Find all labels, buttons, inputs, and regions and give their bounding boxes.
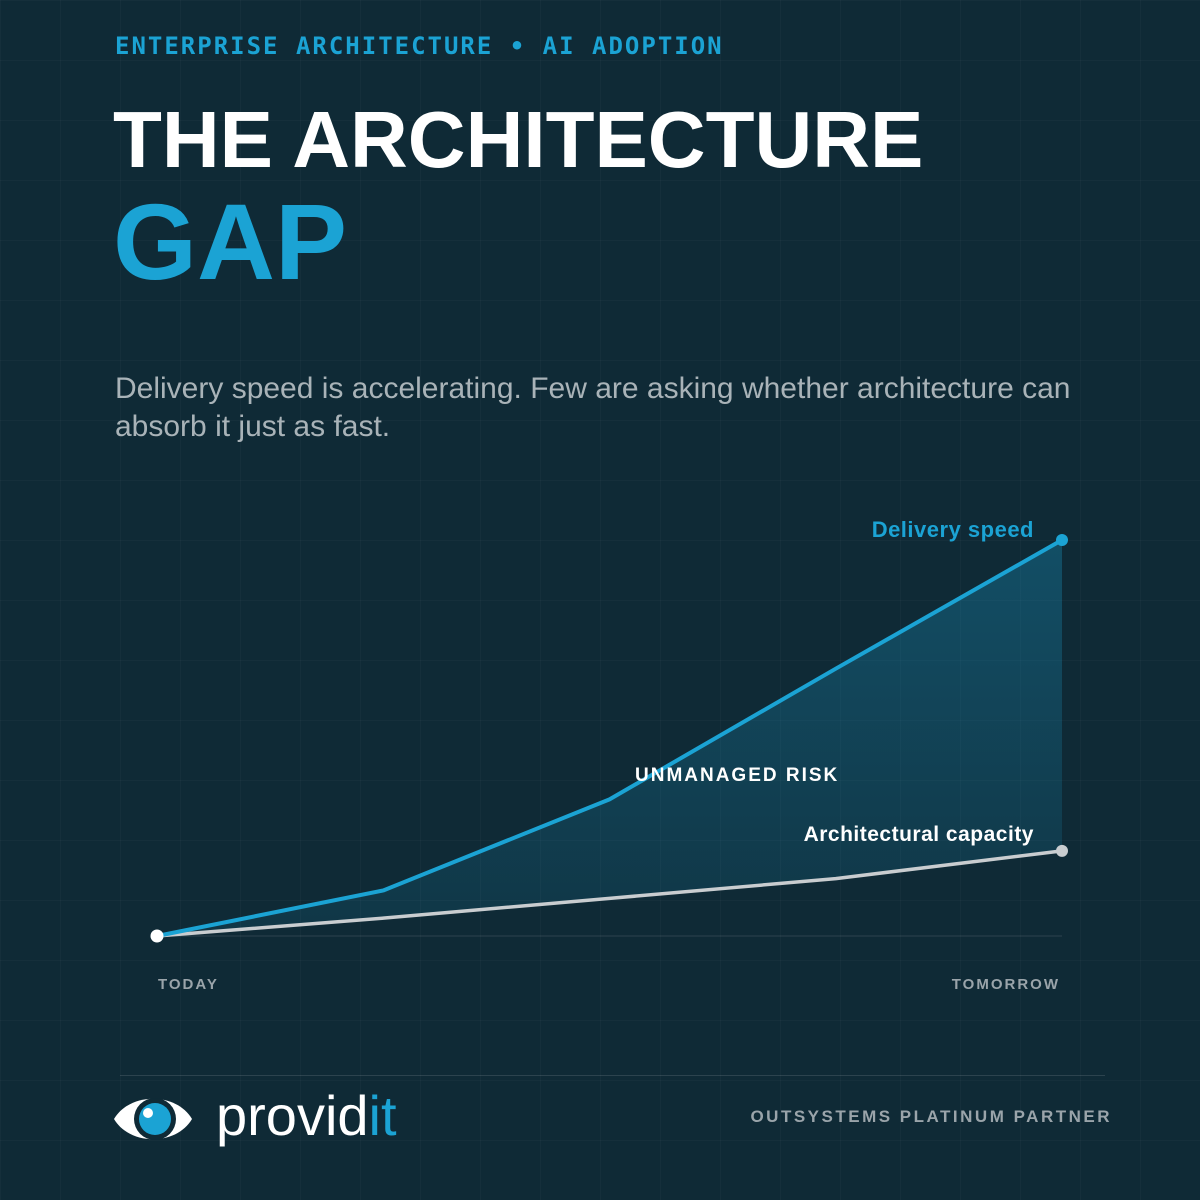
subtitle: Delivery speed is accelerating. Few are … <box>115 372 1071 443</box>
delivery-speed-end-point <box>1056 534 1068 546</box>
partner-badge: OUTSYSTEMS PLATINUM PARTNER <box>750 1107 1112 1126</box>
series-label-architectural-capacity: Architectural capacity <box>804 823 1034 846</box>
brand-main: provid <box>216 1084 369 1147</box>
brand-accent: it <box>368 1084 397 1147</box>
series-line-architectural-capacity <box>156 849 1063 938</box>
origin-point <box>150 929 164 943</box>
gap-area <box>157 540 1062 936</box>
footer-divider <box>120 1075 1105 1076</box>
eyebrow-text: ENTERPRISE ARCHITECTURE • AI ADOPTION <box>115 32 724 60</box>
series-line-delivery-speed <box>156 538 1063 938</box>
x-label-today: TODAY <box>158 976 219 993</box>
annotation-unmanaged-risk: UNMANAGED RISK <box>635 765 839 786</box>
eye-logo-icon <box>114 1098 192 1140</box>
page-title: THE ARCHITECTURE <box>113 95 924 184</box>
brand-wordmark: providit <box>216 1088 397 1144</box>
x-label-tomorrow: TOMORROW <box>952 976 1060 993</box>
architectural-capacity-end-point <box>1056 844 1068 857</box>
series-label-delivery-speed: Delivery speed <box>872 517 1034 542</box>
page-title-accent: GAP <box>113 181 348 302</box>
